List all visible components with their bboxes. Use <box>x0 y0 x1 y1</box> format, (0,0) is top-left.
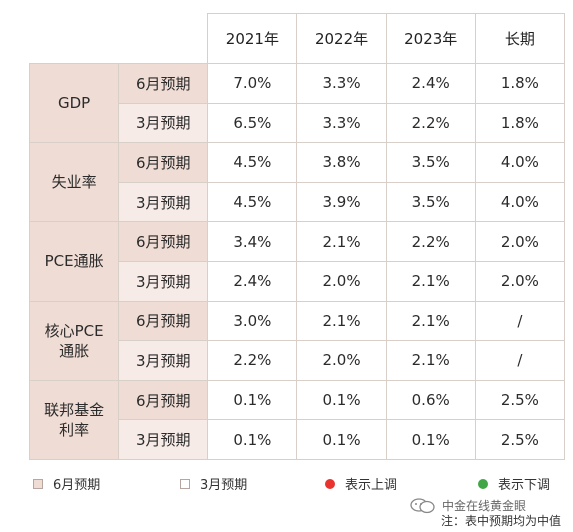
metric-name: 失业率 <box>28 142 120 223</box>
value-cell: 1.8% <box>474 102 566 144</box>
header-2022: 2022年 <box>296 13 387 64</box>
wechat-source-name: 中金在线黄金眼 <box>442 499 527 513</box>
table-row: 3月预期 2.2% 2.0% 2.1% / <box>30 340 566 381</box>
value-cell: 0.1% <box>207 419 298 460</box>
header-row: 2021年 2022年 2023年 长期 <box>29 13 566 64</box>
header-long-term: 长期 <box>474 13 566 64</box>
metric-name: PCE通胀 <box>28 221 120 302</box>
table-row: 失业率 6月预期 4.5% 3.8% 3.5% 4.0% <box>28 142 566 223</box>
forecast-label: 3月预期 <box>118 419 209 460</box>
forecast-label: 3月预期 <box>118 181 209 223</box>
legend-down-label: 表示下调 <box>498 478 551 493</box>
table-row: 3月预期 0.1% 0.1% 0.1% 2.5% <box>30 419 566 460</box>
value-cell: 2.1% <box>296 300 387 342</box>
metric-name: 核心PCE 通胀 <box>28 300 120 381</box>
table-row: 3月预期 4.5% 3.9% 3.5% 4.0% <box>30 181 566 223</box>
value-cell: 2.1% <box>385 300 476 342</box>
value-cell: 0.1% <box>207 379 298 421</box>
value-cell: 1.8% <box>474 63 566 104</box>
forecast-label: 3月预期 <box>118 340 209 381</box>
value-cell: 2.4% <box>385 63 476 104</box>
value-cell: 3.5% <box>385 181 476 223</box>
table-row: 核心PCE 通胀 6月预期 3.0% 2.1% 2.1% / <box>28 300 566 381</box>
value-cell: 3.3% <box>296 102 387 144</box>
value-cell: / <box>474 300 566 342</box>
value-cell: 0.1% <box>296 419 387 460</box>
forecast-label: 6月预期 <box>118 63 209 104</box>
value-cell: 7.0% <box>207 63 298 104</box>
value-cell: 3.4% <box>207 221 298 262</box>
value-cell: 2.2% <box>385 221 476 262</box>
header-blank-cell <box>29 13 209 64</box>
value-cell: 4.0% <box>474 142 566 183</box>
value-cell: 2.0% <box>296 260 387 302</box>
header-2023: 2023年 <box>385 13 476 64</box>
legend-march-label: 3月预期 <box>200 478 248 493</box>
table-row: 3月预期 2.4% 2.0% 2.1% 2.0% <box>30 260 566 302</box>
value-cell: 3.0% <box>207 300 298 342</box>
value-cell: 3.3% <box>296 63 387 104</box>
value-cell: 6.5% <box>207 102 298 144</box>
value-cell: 3.9% <box>296 181 387 223</box>
forecast-label: 6月预期 <box>118 142 209 183</box>
legend-up: 表示上调 <box>325 474 397 493</box>
value-cell: 4.5% <box>207 142 298 183</box>
value-cell: 2.0% <box>296 340 387 381</box>
value-cell: 4.0% <box>474 181 566 223</box>
value-cell: 2.1% <box>296 221 387 262</box>
value-cell: 3.8% <box>296 142 387 183</box>
value-cell: 0.6% <box>385 379 476 421</box>
legend-june: 6月预期 <box>33 474 100 493</box>
table-row: 3月预期 6.5% 3.3% 2.2% 1.8% <box>30 102 566 144</box>
legend-june-label: 6月预期 <box>53 478 101 493</box>
value-cell: 2.1% <box>385 340 476 381</box>
value-cell: 2.0% <box>474 221 566 262</box>
wechat-logo-icon <box>410 497 435 513</box>
value-cell: 3.5% <box>385 142 476 183</box>
table-row: 联邦基金 利率 6月预期 0.1% 0.1% 0.6% 2.5% <box>28 379 566 460</box>
footnote: 注：表中预期均为中值 <box>440 514 561 528</box>
value-cell: 2.1% <box>385 260 476 302</box>
value-cell: 2.4% <box>207 260 298 302</box>
value-cell: 2.2% <box>207 340 298 381</box>
wechat-source: 中金在线黄金眼 <box>410 497 526 514</box>
metric-name: 联邦基金 利率 <box>28 379 120 460</box>
value-cell: / <box>474 340 566 381</box>
value-cell: 2.5% <box>474 379 566 421</box>
value-cell: 2.5% <box>474 419 566 460</box>
legend: 6月预期 3月预期 表示上调 表示下调 <box>29 470 565 498</box>
forecast-table: 2021年 2022年 2023年 长期 GDP 6月预期 7.0% 3.3% 2.4%… <box>28 13 566 460</box>
forecast-label: 3月预期 <box>118 260 209 302</box>
value-cell: 2.0% <box>474 260 566 302</box>
legend-down: 表示下调 <box>478 474 550 493</box>
header-2021: 2021年 <box>207 13 298 64</box>
red-dot-icon <box>325 478 335 489</box>
forecast-label: 3月预期 <box>118 102 209 144</box>
table-row: GDP 6月预期 7.0% 3.3% 2.4% 1.8% <box>28 62 566 144</box>
value-cell: 4.5% <box>207 181 298 223</box>
value-cell: 2.2% <box>385 102 476 144</box>
legend-march: 3月预期 <box>180 474 247 493</box>
forecast-label: 6月预期 <box>118 221 209 262</box>
value-cell: 0.1% <box>296 379 387 421</box>
forecast-label: 6月预期 <box>118 300 209 342</box>
legend-up-label: 表示上调 <box>345 478 398 493</box>
value-cell: 0.1% <box>385 419 476 460</box>
forecast-label: 6月预期 <box>118 379 209 421</box>
green-dot-icon <box>478 478 488 489</box>
table-row: PCE通胀 6月预期 3.4% 2.1% 2.2% 2.0% <box>28 221 566 302</box>
june-swatch-icon <box>33 478 43 489</box>
march-swatch-icon <box>180 478 190 489</box>
metric-name: GDP <box>28 62 120 144</box>
